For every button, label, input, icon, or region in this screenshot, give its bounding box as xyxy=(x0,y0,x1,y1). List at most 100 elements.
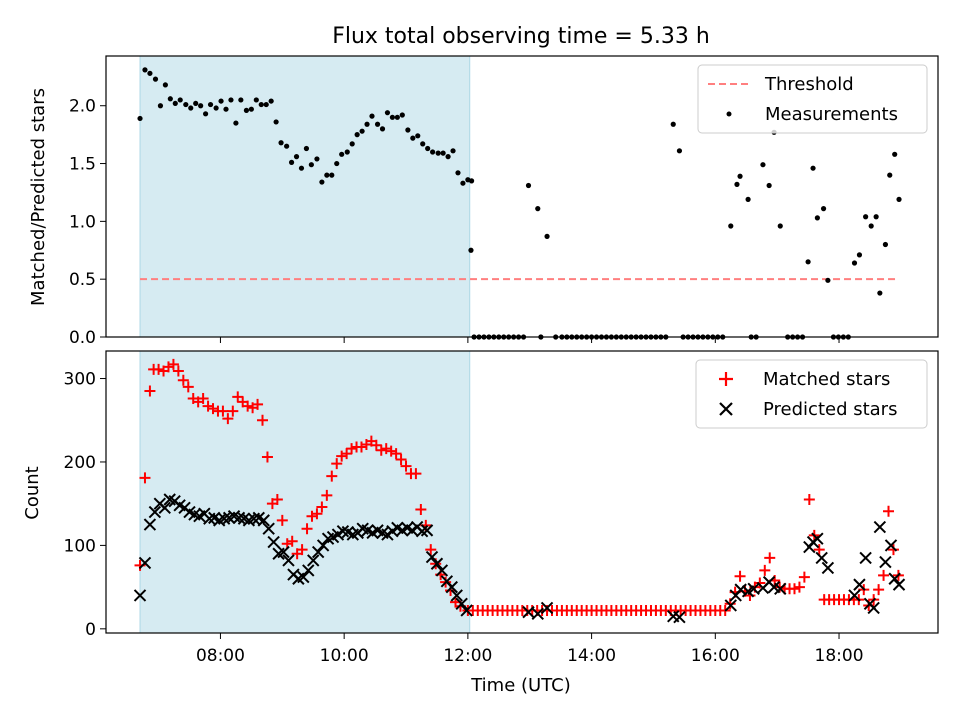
predicted-star-point xyxy=(307,554,320,567)
measurement-point xyxy=(183,101,189,108)
predicted-star-point xyxy=(892,578,906,591)
ratio-panel: 0.00.51.01.52.0 Matched/Predicted stars … xyxy=(28,55,939,348)
predicted-star-point xyxy=(450,589,463,602)
predicted-star-point xyxy=(257,514,270,527)
matched-stars-points xyxy=(134,358,904,616)
predicted-star-point xyxy=(262,522,275,535)
predicted-star-point xyxy=(531,607,544,621)
predicted-star-point xyxy=(848,589,861,602)
predicted-star-point xyxy=(811,532,824,545)
ratio-y-tick-label-1: 0.5 xyxy=(69,270,96,290)
measurement-point xyxy=(544,233,550,239)
counts-panel: 0 100 200 300 08:00 10:00 12:00 14:00 16:00 18:0… xyxy=(22,350,939,696)
measurement-point xyxy=(670,121,676,127)
x-tick-label-2: 12:00 xyxy=(443,646,492,666)
predicted-star-point xyxy=(316,539,330,552)
matched-star-point xyxy=(788,583,800,595)
matched-star-point xyxy=(311,508,323,520)
predicted-star-point xyxy=(143,518,157,531)
measurement-point xyxy=(745,196,751,202)
measurement-point xyxy=(213,105,219,111)
measurement-point xyxy=(440,150,446,156)
legend-matched-label: Matched stars xyxy=(763,369,890,390)
matched-star-point xyxy=(341,448,353,460)
matched-star-point xyxy=(346,443,358,455)
matched-star-point xyxy=(242,400,254,412)
measurement-point xyxy=(137,115,143,122)
measurement-point xyxy=(248,106,254,112)
matched-star-point xyxy=(370,439,382,451)
matched-star-point xyxy=(261,451,273,463)
measurement-point xyxy=(334,160,340,167)
matched-star-point xyxy=(321,489,333,501)
measurement-point xyxy=(198,103,204,109)
measurement-point xyxy=(258,101,264,108)
matched-star-point xyxy=(734,570,746,582)
counts-y-tick-label-0: 0 xyxy=(85,620,96,640)
predicted-star-point xyxy=(435,564,449,577)
predicted-star-point xyxy=(430,557,444,570)
measurement-point xyxy=(425,145,431,152)
matched-star-point xyxy=(336,450,348,462)
predicted-star-point xyxy=(148,505,162,519)
measurement-point xyxy=(303,145,310,152)
measurement-point xyxy=(147,70,153,76)
measurement-point xyxy=(314,156,320,162)
predicted-star-point xyxy=(884,539,898,552)
measurement-point xyxy=(882,241,889,248)
measurement-point xyxy=(394,114,400,120)
measurement-point xyxy=(319,179,325,185)
matched-star-point xyxy=(167,358,179,370)
measurement-point xyxy=(887,172,893,178)
measurement-point xyxy=(268,98,274,104)
matched-star-point xyxy=(172,365,184,377)
predicted-star-point xyxy=(277,545,290,559)
measurement-point xyxy=(253,97,259,103)
matched-star-point xyxy=(883,505,895,517)
matched-star-point xyxy=(202,400,214,412)
measurement-point xyxy=(157,103,164,109)
predicted-star-point xyxy=(859,551,872,565)
ratio-y-axis-label: Matched/Predicted stars xyxy=(28,88,49,306)
predicted-star-point xyxy=(815,551,828,565)
measurement-point xyxy=(324,172,330,178)
counts-shaded-span xyxy=(139,350,471,634)
matched-star-point xyxy=(400,460,412,472)
ratio-y-tick-label-4: 2.0 xyxy=(69,97,96,117)
legend-predicted-swatch xyxy=(719,402,733,416)
matched-star-point xyxy=(227,405,239,417)
counts-axes-frame xyxy=(105,350,939,634)
measurement-point xyxy=(202,111,209,117)
measurement-point xyxy=(339,151,345,157)
matched-star-point xyxy=(326,470,338,482)
predicted-star-point xyxy=(247,512,261,525)
x-tick-label-1: 10:00 xyxy=(320,646,369,666)
matched-star-point xyxy=(252,398,264,410)
counts-y-tick-label-3: 300 xyxy=(64,370,96,390)
matched-star-point xyxy=(153,363,165,375)
measurement-point xyxy=(349,141,355,147)
ratio-axes-frame xyxy=(105,55,939,338)
matched-star-point xyxy=(217,405,229,417)
measurement-point xyxy=(354,132,360,138)
legend-predicted-label: Predicted stars xyxy=(763,399,897,420)
matched-star-point xyxy=(425,544,437,556)
measurement-point xyxy=(152,76,159,82)
x-tick-label-5: 18:00 xyxy=(815,646,864,666)
measurement-point xyxy=(734,181,740,187)
matched-star-point xyxy=(355,441,367,453)
measurement-point xyxy=(814,215,820,221)
ratio-x-ticks xyxy=(219,337,840,343)
measurement-point xyxy=(142,67,148,73)
legend-threshold-label: Threshold xyxy=(764,74,854,95)
measurement-point xyxy=(233,120,239,126)
measurement-point xyxy=(359,128,365,134)
measurement-point xyxy=(218,98,224,104)
measurement-point xyxy=(374,121,381,127)
measurement-point xyxy=(863,214,869,220)
measurement-point xyxy=(468,178,475,184)
matched-star-point xyxy=(139,472,151,484)
x-axis-label: Time (UTC) xyxy=(470,675,571,696)
measurement-point xyxy=(415,133,421,139)
measurement-point xyxy=(399,112,405,118)
